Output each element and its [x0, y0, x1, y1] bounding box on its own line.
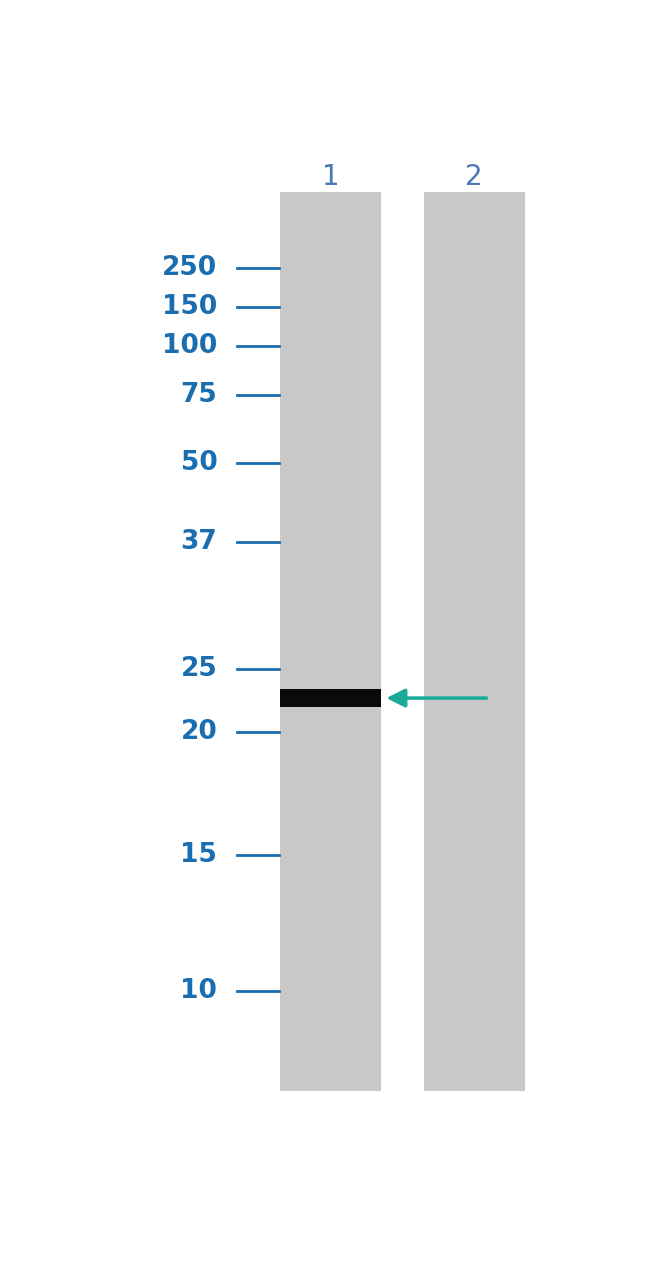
Text: 10: 10	[181, 978, 217, 1005]
Bar	[280, 690, 381, 707]
Text: 50: 50	[181, 451, 217, 476]
Text: 1: 1	[322, 163, 339, 190]
Text: 15: 15	[181, 842, 217, 867]
Text: 25: 25	[181, 655, 217, 682]
Text: 2: 2	[465, 163, 483, 190]
Text: 20: 20	[181, 719, 217, 745]
Text: 250: 250	[162, 255, 217, 281]
Text: 100: 100	[162, 333, 217, 359]
Bar	[280, 192, 381, 1091]
Text: 150: 150	[162, 293, 217, 320]
Text: 37: 37	[181, 528, 217, 555]
Bar	[424, 192, 525, 1091]
Text: 75: 75	[181, 382, 217, 408]
